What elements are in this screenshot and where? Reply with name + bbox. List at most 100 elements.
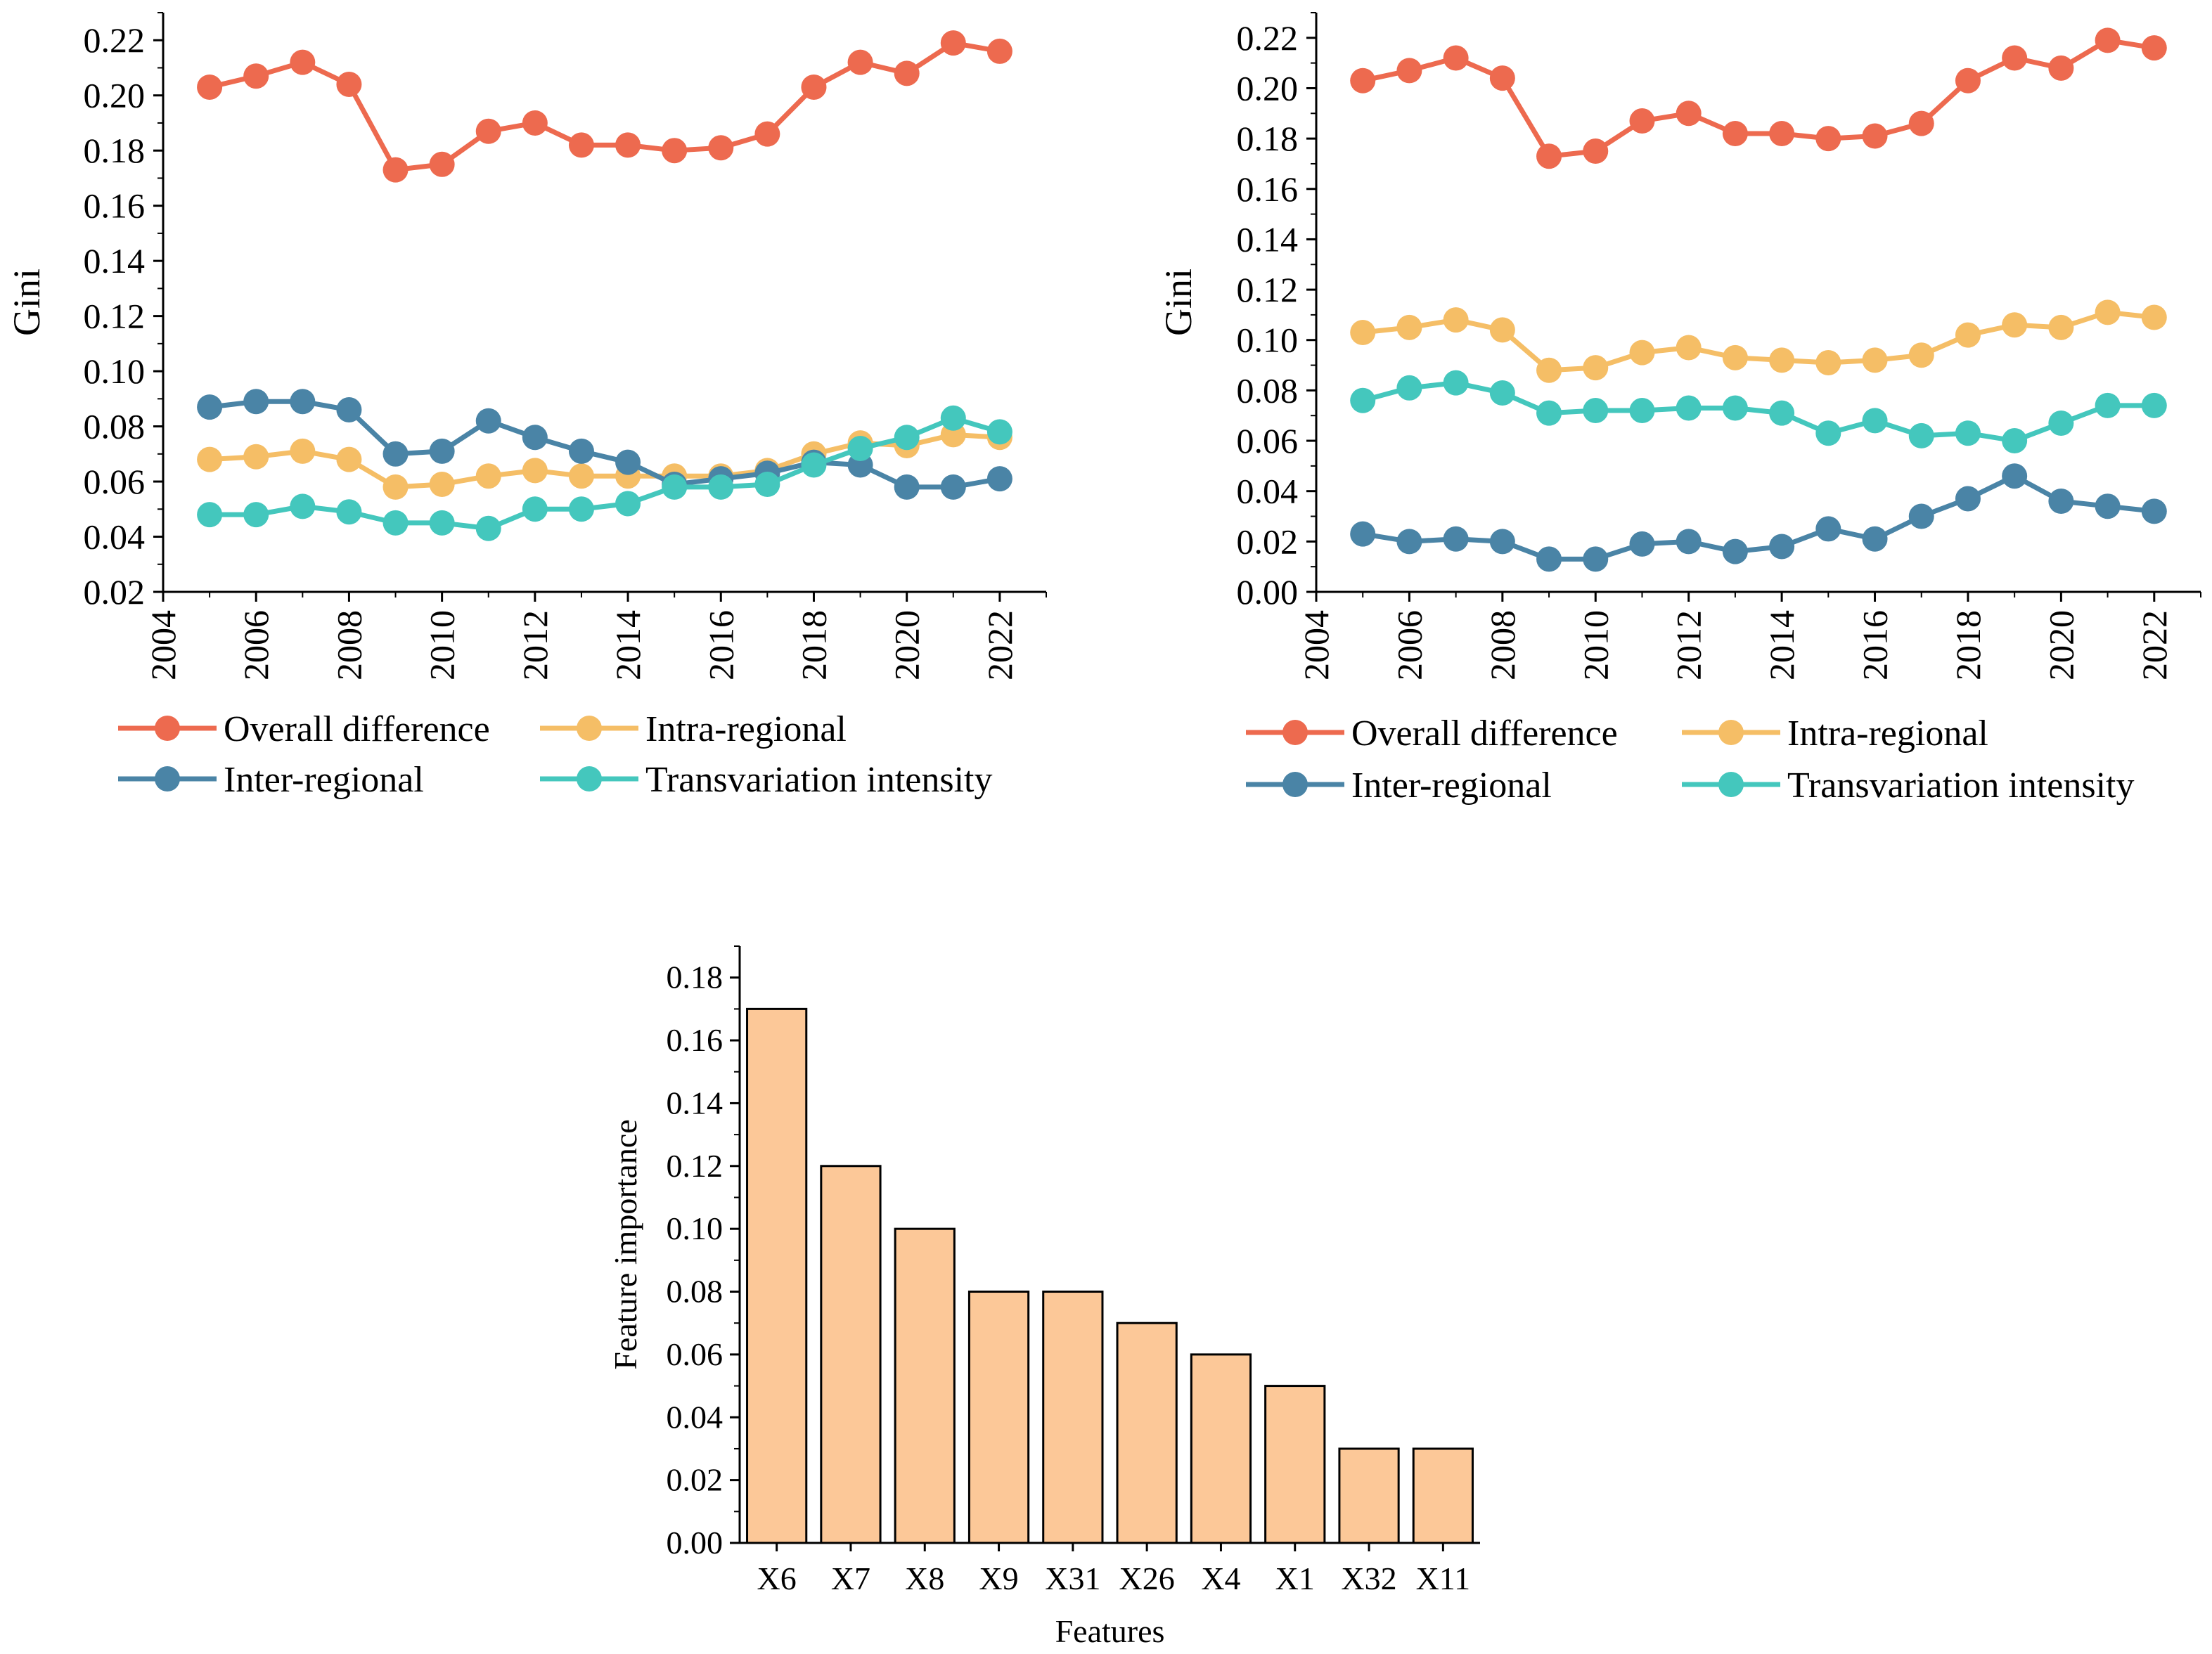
y-tick-label: 0.16: [667, 1022, 724, 1058]
y-tick-label: 0.04: [1237, 472, 1299, 511]
x-tick-label: 2008: [329, 610, 368, 680]
x-tick-label: X26: [1119, 1561, 1175, 1596]
data-point-intra: [2095, 299, 2121, 325]
data-point-overall: [894, 60, 920, 86]
data-point-inter: [940, 474, 966, 500]
legend-label-intra: Intra-regional: [1787, 713, 1988, 754]
x-tick-label: 2018: [1948, 610, 1988, 680]
data-point-intra: [1815, 349, 1841, 375]
data-point-overall: [940, 30, 966, 56]
data-point-transvariation: [197, 502, 223, 528]
legend-swatch-marker: [155, 766, 180, 792]
data-point-transvariation: [754, 471, 780, 497]
y-axis-title: Gini: [6, 269, 48, 336]
data-point-transvariation: [243, 502, 269, 528]
x-tick-label: 2018: [794, 610, 833, 680]
y-tick-label: 0.18: [1237, 119, 1299, 158]
data-point-overall: [2141, 35, 2167, 61]
y-tick-label: 0.14: [84, 241, 146, 280]
data-point-overall: [662, 138, 688, 164]
data-point-inter: [243, 389, 269, 415]
legend-label-inter: Inter-regional: [1351, 765, 1552, 806]
data-point-overall: [429, 151, 455, 177]
x-tick-label: 2020: [2041, 610, 2081, 680]
data-point-overall: [986, 38, 1012, 64]
y-tick-label: 0.00: [1237, 572, 1299, 612]
y-tick-label: 0.06: [1237, 421, 1299, 460]
data-point-overall: [2002, 45, 2028, 71]
x-tick-label: 2004: [1297, 610, 1336, 680]
line-chart-gini-left: 0.02 0.04 0.06 0.08 0.10 0.12 0.14 0.16 0.18 0.20…: [6, 12, 1047, 800]
data-point-inter: [2141, 498, 2167, 524]
data-point-intra: [1722, 344, 1748, 370]
data-point-intra: [475, 463, 501, 489]
x-tick-label: X1: [1275, 1561, 1315, 1596]
data-point-intra: [1769, 347, 1795, 373]
data-point-intra: [1908, 342, 1934, 368]
data-point-intra: [290, 438, 316, 464]
data-point-overall: [336, 72, 362, 98]
data-point-transvariation: [1536, 400, 1562, 426]
data-point-inter: [1955, 486, 1981, 512]
data-point-overall: [475, 118, 501, 144]
data-point-inter: [1769, 534, 1795, 560]
x-tick-label: X32: [1341, 1561, 1396, 1596]
x-tick-label: 2014: [608, 610, 648, 680]
data-point-intra: [243, 444, 269, 470]
series-line-transvariation: [1362, 380, 2154, 444]
data-point-overall: [1629, 108, 1655, 134]
data-point-overall: [1350, 67, 1376, 93]
x-tick-label: 2016: [1856, 610, 1895, 680]
data-point-inter: [1862, 526, 1888, 552]
legend-label-overall: Overall difference: [224, 709, 490, 749]
legend-label-intra: Intra-regional: [645, 709, 847, 749]
data-point-intra: [336, 446, 362, 472]
data-point-transvariation: [1722, 395, 1748, 421]
y-tick-label: 0.08: [84, 407, 146, 446]
y-tick-label: 0.22: [1237, 18, 1299, 58]
data-point-intra: [382, 474, 409, 500]
data-point-overall: [1862, 123, 1888, 149]
legend-swatch-marker: [1282, 720, 1308, 745]
data-point-transvariation: [382, 510, 409, 536]
data-point-overall: [1489, 65, 1515, 91]
data-point-transvariation: [2002, 428, 2028, 454]
x-tick-label: 2010: [423, 610, 462, 680]
x-tick-label: 2014: [1762, 610, 1801, 680]
data-point-overall: [290, 49, 316, 75]
legend-swatch-marker: [1718, 772, 1744, 797]
data-point-intra: [522, 458, 548, 484]
data-point-transvariation: [986, 419, 1012, 445]
data-point-overall: [1443, 45, 1469, 71]
x-tick-label: 2006: [1389, 610, 1429, 680]
data-point-intra: [1862, 347, 1888, 373]
series-line-overall: [1362, 37, 2155, 159]
data-point-transvariation: [568, 496, 594, 522]
y-tick-label: 0.20: [1237, 68, 1299, 108]
data-point-transvariation: [1815, 420, 1841, 446]
data-point-inter: [2095, 493, 2121, 519]
data-point-inter: [2002, 463, 2028, 489]
data-point-inter: [615, 449, 641, 475]
x-tick-label: 2022: [2135, 610, 2174, 680]
data-point-intra: [1536, 357, 1562, 383]
x-tick-label: X9: [979, 1561, 1018, 1596]
legend-swatch-marker: [1282, 772, 1308, 797]
data-point-overall: [1815, 126, 1841, 152]
x-tick-label: 2008: [1483, 610, 1522, 680]
data-point-intra: [568, 463, 594, 489]
bar-x8: [894, 1227, 956, 1544]
data-point-overall: [615, 132, 641, 158]
data-point-intra: [2048, 314, 2074, 340]
data-point-intra: [429, 471, 455, 497]
x-tick-label: X6: [757, 1561, 797, 1596]
x-tick-label: X7: [831, 1561, 870, 1596]
data-point-overall: [568, 132, 594, 158]
x-tick-label: X31: [1045, 1561, 1100, 1596]
data-point-overall: [1536, 143, 1562, 169]
data-point-intra: [2141, 304, 2167, 330]
data-point-inter: [1815, 516, 1841, 542]
x-tick-label: 2012: [1669, 610, 1709, 680]
bar-x1: [1264, 1385, 1326, 1544]
